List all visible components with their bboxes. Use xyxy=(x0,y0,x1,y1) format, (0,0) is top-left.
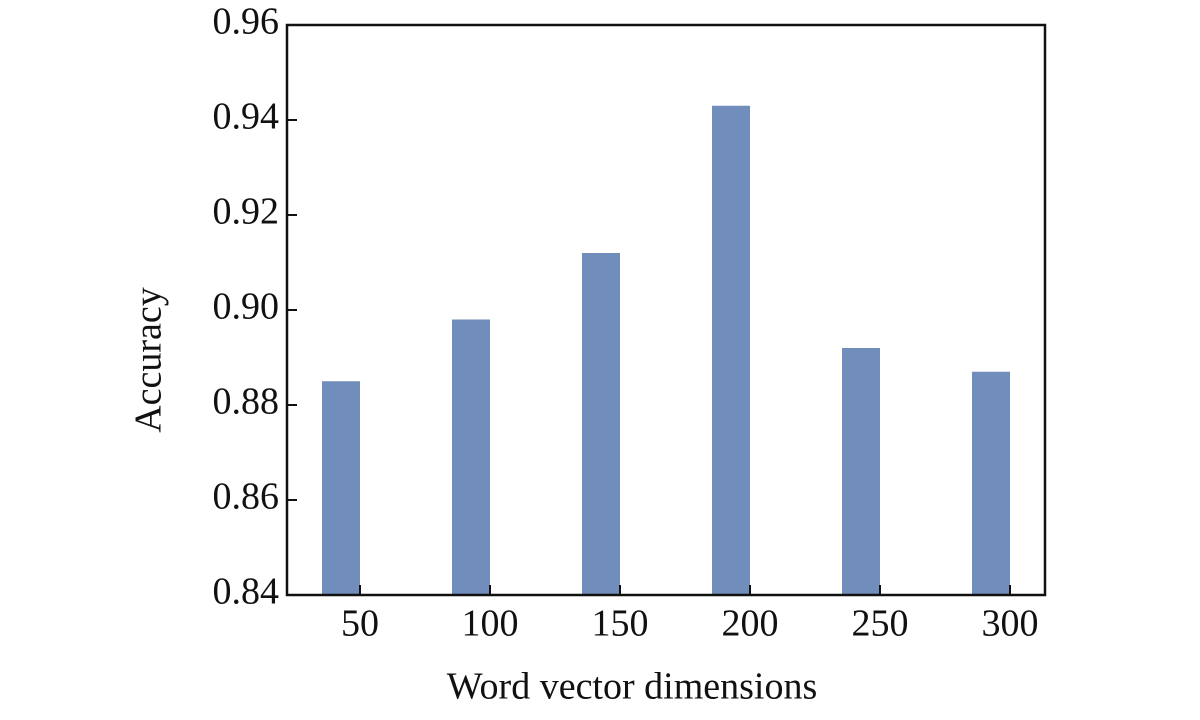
x-tick-label: 250 xyxy=(852,603,909,645)
y-axis-title: Accuracy xyxy=(128,287,170,433)
y-tick-label: 0.94 xyxy=(213,96,280,138)
x-tick-label: 300 xyxy=(982,603,1039,645)
y-tick-label: 0.88 xyxy=(213,381,280,423)
bar xyxy=(322,381,360,595)
x-tick-label: 150 xyxy=(592,603,649,645)
bar xyxy=(712,105,750,595)
y-tick-label: 0.90 xyxy=(213,286,280,328)
y-tick-label: 0.84 xyxy=(213,571,280,613)
y-tick-label: 0.96 xyxy=(213,1,280,43)
bar xyxy=(842,348,880,595)
x-tick-label: 50 xyxy=(341,603,379,645)
bar xyxy=(452,319,490,595)
y-tick-label: 0.86 xyxy=(213,476,280,518)
bar xyxy=(582,253,620,595)
x-tick-label: 100 xyxy=(462,603,519,645)
plot-frame xyxy=(285,23,1047,597)
y-tick-label: 0.92 xyxy=(213,191,280,233)
bar xyxy=(972,371,1010,595)
x-tick-label: 200 xyxy=(722,603,779,645)
x-axis-title: Word vector dimensions xyxy=(447,666,818,708)
